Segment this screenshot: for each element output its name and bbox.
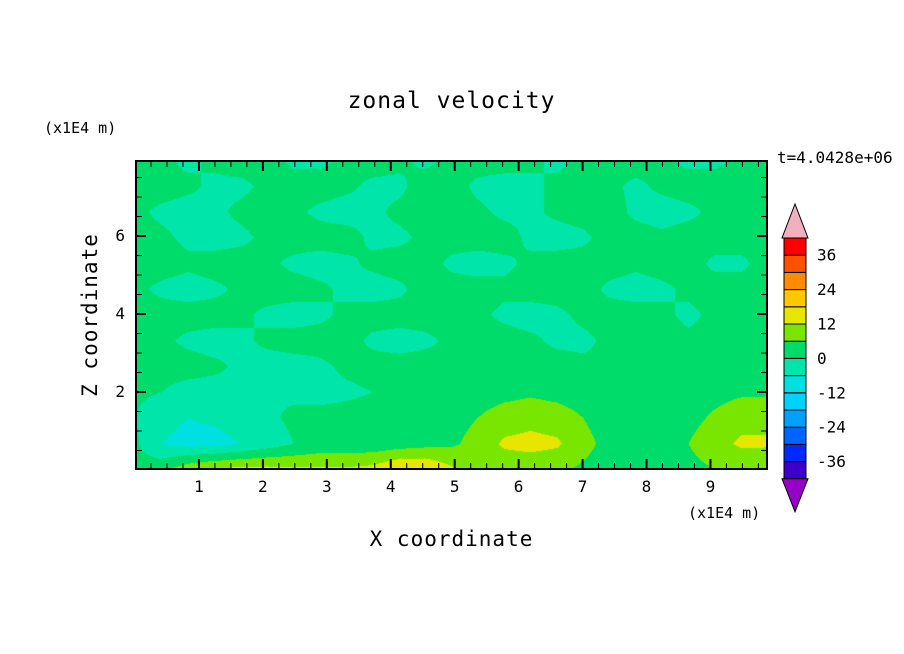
- time-annotation: t=4.0428e+06: [777, 148, 893, 167]
- y-tick-label: 2: [115, 382, 125, 401]
- svg-text:24: 24: [817, 280, 836, 299]
- svg-text:-12: -12: [817, 383, 846, 402]
- svg-text:-24: -24: [817, 418, 846, 437]
- x-tick-label: 9: [705, 477, 716, 496]
- plot-area: [135, 160, 768, 470]
- x-tick-label: 5: [449, 477, 460, 496]
- x-tick-label: 2: [258, 477, 268, 496]
- colorbar: 36 24 12 0 -12 -24 -36: [781, 202, 846, 514]
- y-tick-label: 6: [115, 226, 125, 246]
- svg-text:12: 12: [817, 315, 836, 334]
- axes-frame: [135, 160, 768, 470]
- x-tick-label: 7: [577, 477, 588, 496]
- y-tick-label: 4: [115, 304, 125, 324]
- plot-title: zonal velocity: [347, 88, 556, 114]
- x-tick-label: 6: [513, 477, 524, 496]
- x-tick-label: 1: [194, 477, 204, 496]
- svg-text:0: 0: [817, 349, 827, 368]
- svg-text:-36: -36: [817, 452, 846, 471]
- contour-field: [135, 160, 768, 470]
- svg-text:36: 36: [817, 246, 836, 265]
- y-axis-unit: (x1E4 m): [44, 119, 117, 137]
- x-tick-label: 8: [641, 477, 652, 496]
- x-axis-unit: (x1E4 m): [688, 504, 761, 522]
- x-tick-label: 3: [321, 477, 332, 496]
- x-axis-label: X coordinate: [369, 527, 534, 551]
- x-tick-label: 4: [385, 477, 396, 496]
